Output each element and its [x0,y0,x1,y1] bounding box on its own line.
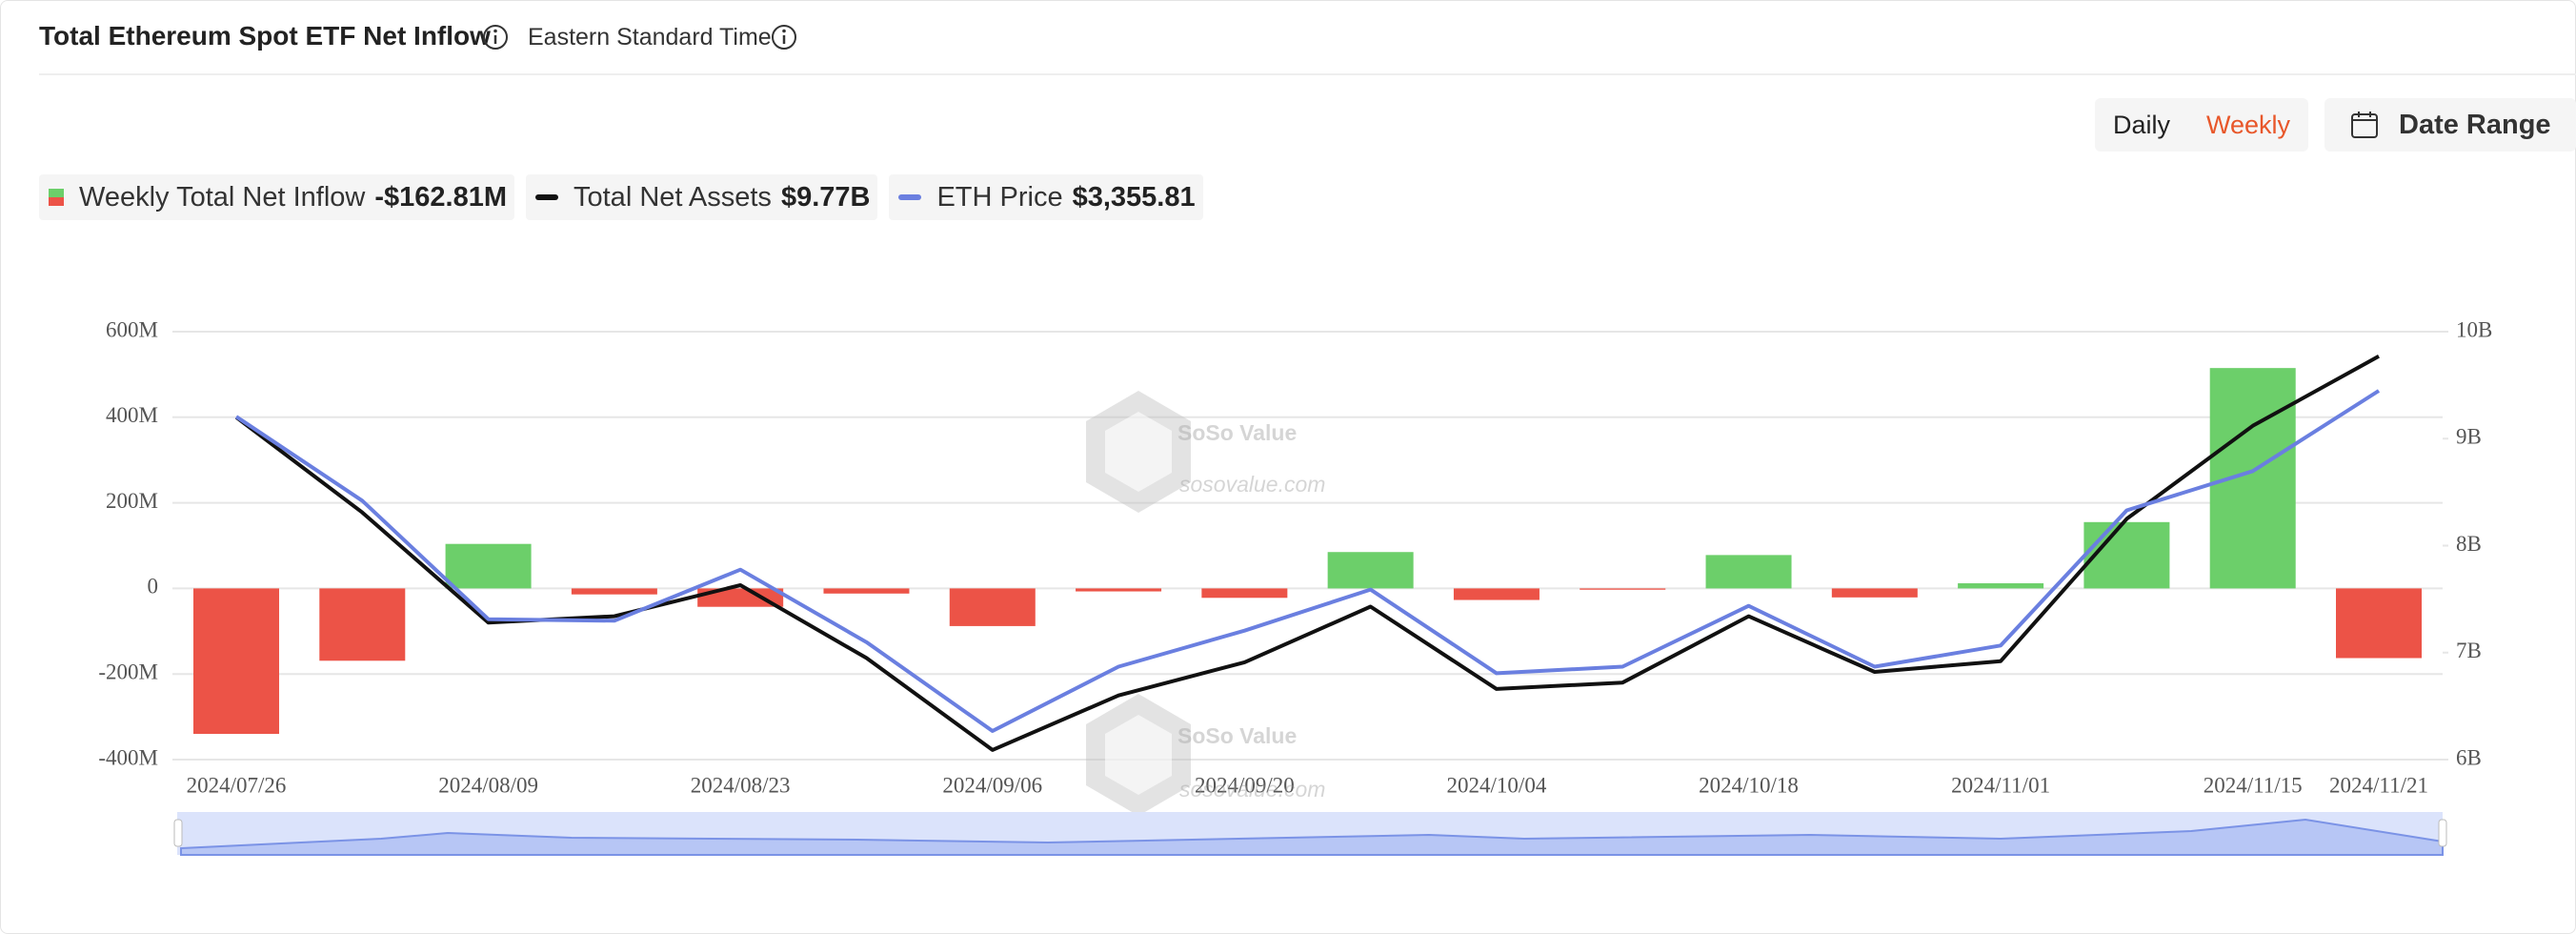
y-tick-label: -400M [98,745,158,769]
x-tick-label: 2024/11/21 [2329,773,2428,797]
bar [1705,555,1792,589]
y2-tick-label: 9B [2456,425,2482,449]
legend: Weekly Total Net Inflow -$162.81M Total N… [39,174,1203,220]
y-tick-label: 0 [148,575,159,599]
bar [1076,588,1162,592]
legend-swatch [898,194,922,200]
x-tick-label: 2024/09/06 [942,773,1042,797]
bar [1327,552,1414,589]
bar [2083,521,2170,589]
y-tick-label: 400M [106,403,158,427]
bar [1453,588,1540,600]
watermark-brand: SoSo Value [1177,723,1297,748]
y2-tick-label: 7B [2456,639,2482,662]
watermark: SoSo Value sosovalue.com SoSo Value soso… [1086,391,1325,816]
x-tick-label: 2024/11/15 [2204,773,2303,797]
y2-tick-label: 8B [2456,532,2482,556]
legend-item[interactable]: ETH Price $3,355.81 [889,174,1203,220]
title: Total Ethereum Spot ETF Net Inflow [39,21,491,51]
y-tick-label: -200M [98,660,158,683]
legend-swatch [49,189,64,206]
bar [1831,588,1918,598]
date-range-button[interactable]: Date Range [2324,98,2576,152]
x-tick-label: 2024/07/26 [187,773,287,797]
watermark-brand: SoSo Value [1177,420,1297,445]
bar [445,543,532,589]
legend-item[interactable]: Weekly Total Net Inflow -$162.81M [39,174,514,220]
legend-item[interactable]: Total Net Assets $9.77B [526,174,878,220]
legend-value: $9.77B [780,181,871,213]
legend-value: -$162.81M [374,181,507,213]
legend-swatch [535,194,558,200]
legend-name: Weekly Total Net Inflow [79,181,366,213]
line [234,355,2380,752]
period-daily[interactable]: Daily [2112,110,2170,139]
info-icon[interactable] [481,23,510,51]
bar [193,588,279,735]
x-tick-label: 2024/08/23 [691,773,791,797]
timezone: Eastern Standard Time [528,24,772,51]
plot-area: -400M -200M 0 200M 400M 600M 6B 7B 8B 9B 10B 2024/0… [98,317,2492,797]
x-tick-label: 2024/09/20 [1195,773,1295,797]
bar [1958,583,2044,589]
legend-name: ETH Price [936,181,1063,213]
period-toggle: Daily Weekly [2095,98,2308,152]
bar [1201,588,1288,599]
bar [2336,588,2422,659]
line [234,389,2381,733]
watermark-site: sosovalue.com [1179,777,1325,802]
bar [319,588,406,661]
x-tick-label: 2024/10/18 [1699,773,1799,797]
info-icon[interactable] [770,23,798,51]
navigator [173,812,2447,856]
legend-value: $3,355.81 [1072,181,1196,213]
calendar-icon [2351,112,2378,138]
x-tick-label: 2024/11/01 [1951,773,2050,797]
bar [1580,588,1666,590]
bar [949,588,1036,626]
x-tick-label: 2024/10/04 [1447,773,1547,797]
bar [571,588,657,595]
bar [2209,368,2296,589]
legend-name: Total Net Assets [574,181,772,213]
x-tick-label: 2024/08/09 [438,773,538,797]
period-weekly[interactable]: Weekly [2205,110,2290,139]
bar [823,588,910,594]
divider [39,73,2576,75]
y2-tick-label: 6B [2456,745,2482,769]
y-tick-label: 600M [106,317,158,341]
y2-tick-label: 10B [2456,317,2492,341]
date-range-label: Date Range [2399,109,2551,140]
bar [697,588,784,607]
y-tick-label: 200M [106,489,158,513]
watermark-site: sosovalue.com [1179,472,1325,497]
